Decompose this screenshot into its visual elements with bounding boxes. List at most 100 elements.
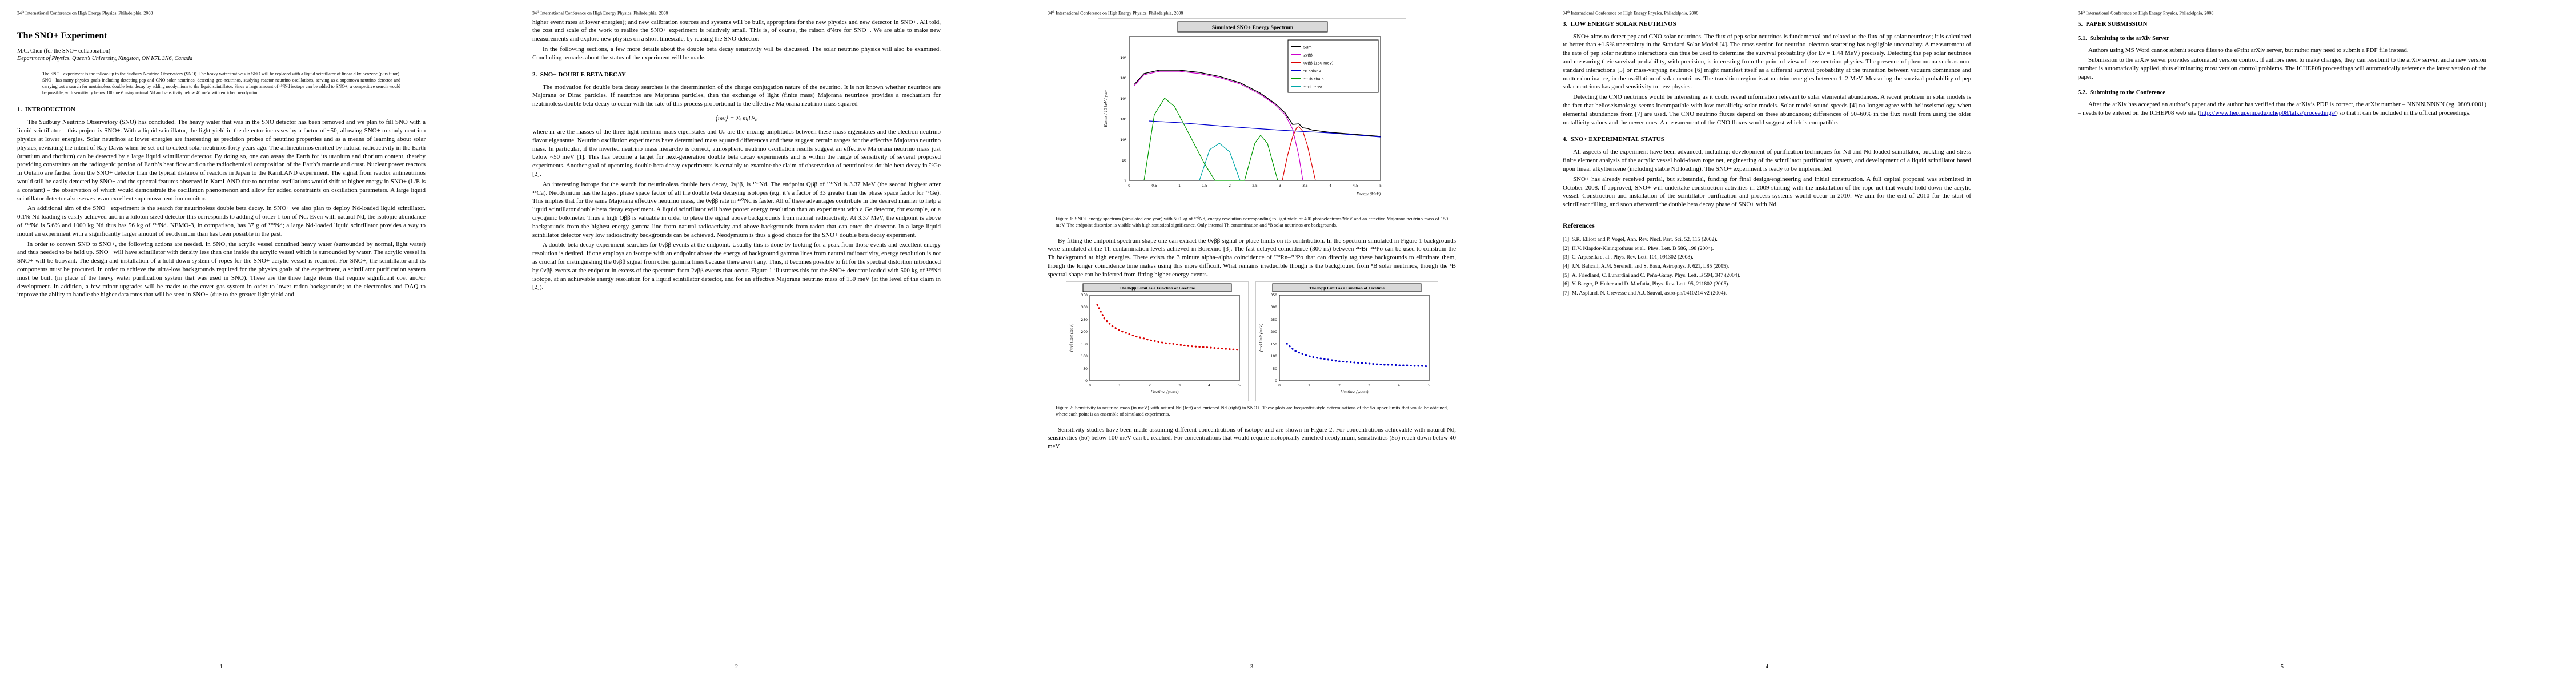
- x-tick: 2: [1149, 384, 1151, 388]
- y-tick: 100: [1270, 354, 1277, 358]
- paragraph-text: After the arXiv has accepted an author’s…: [2078, 100, 2486, 116]
- sensitivity-plot-natural-nd: The 0νββ Limit as a Function of Livetime…: [1065, 281, 1249, 401]
- y-tick: 250: [1081, 318, 1088, 322]
- y-tick: 1: [1124, 179, 1126, 183]
- header-ordinal: th: [537, 10, 540, 14]
- references-heading: References: [1563, 221, 1595, 229]
- page-number: 3: [1250, 664, 1253, 670]
- y-tick: 100: [1081, 354, 1088, 358]
- x-tick: 5: [1428, 384, 1430, 388]
- x-tick: 0.5: [1151, 184, 1157, 188]
- header-number: 34: [17, 10, 22, 16]
- reference-list: [1] S.R. Elliott and P. Vogel, Ann. Rev.…: [1563, 236, 1971, 299]
- paragraph: By fitting the endpoint spectrum shape o…: [1048, 237, 1456, 278]
- reference: [6] V. Barger, P. Huber and D. Marfatia,…: [1563, 281, 1730, 288]
- paragraph: Submission to the arXiv server provides …: [2078, 57, 2486, 81]
- paragraph: Sensitivity studies have been made assum…: [1048, 426, 1456, 450]
- y-tick: 200: [1270, 330, 1277, 334]
- reference: [4] J.N. Bahcall, A.M. Serenelli and S. …: [1563, 264, 1730, 270]
- y-tick: 300: [1081, 305, 1088, 309]
- figure-1: Simulated SNO+ Energy Spectrum 1 10 10² …: [1048, 18, 1456, 212]
- section-heading-solar-neutrinos: 3. LOW ENERGY SOLAR NEUTRINOS: [1563, 20, 1676, 27]
- x-tick: 3.5: [1302, 184, 1308, 188]
- running-header: 34th International Conference on High En…: [532, 10, 1030, 16]
- series-0nubb-line: [1281, 126, 1316, 180]
- y-tick: 0: [1085, 379, 1088, 383]
- section-heading-paper-submission: 5. PAPER SUBMISSION: [2078, 20, 2148, 27]
- y-tick: 10⁵: [1120, 76, 1126, 80]
- figure-1-caption: Figure 1: SNO+ energy spectrum (simulate…: [1056, 215, 1448, 228]
- scatter-enriched-nd: [1286, 342, 1430, 368]
- figure-2: The 0νββ Limit as a Function of Livetime…: [1048, 281, 1456, 401]
- legend-label: 2νββ: [1303, 53, 1313, 57]
- y-tick: 300: [1270, 305, 1277, 309]
- series-th-chain-line: [1143, 97, 1278, 181]
- y-tick: 10³: [1120, 117, 1126, 122]
- plot-title: The 0νββ Limit as a Function of Livetime: [1119, 285, 1195, 291]
- x-tick: 3: [1279, 184, 1281, 188]
- legend-box: [1287, 39, 1378, 93]
- paragraph: A double beta decay experiment searches …: [532, 241, 941, 291]
- x-tick: 2.5: [1252, 184, 1258, 188]
- figure-2-caption: Figure 2: Sensitivity to neutrino mass (…: [1056, 404, 1448, 417]
- paragraph: After the arXiv has accepted an author’s…: [2078, 100, 2486, 118]
- paragraph: All aspects of the experiment have been …: [1563, 148, 1971, 173]
- header-text: International Conference on High Energy …: [539, 10, 668, 16]
- paragraph: The Sudbury Neutrino Observatory (SNO) h…: [17, 119, 426, 202]
- header-ordinal: th: [1567, 10, 1570, 14]
- header-text: International Conference on High Energy …: [1054, 10, 1183, 16]
- x-axis-label: Energy (MeV): [1355, 191, 1381, 196]
- author-line: M.C. Chen (for the SNO+ collaboration): [17, 47, 111, 54]
- series-b8-line: [1149, 120, 1381, 138]
- header-text: International Conference on High Energy …: [1570, 10, 1699, 16]
- series-bipo-line: [1198, 142, 1241, 180]
- reference: [3] C. Arpesella et al., Phys. Rev. Lett…: [1563, 255, 1694, 261]
- section-heading-double-beta: 2. SNO+ DOUBLE BETA DECAY: [532, 71, 626, 78]
- legend-label: ²³²Th chain: [1303, 76, 1324, 81]
- page-number: 2: [735, 664, 738, 670]
- reference: [2] H.V. Klapdor-Kleingrothaus et al., P…: [1563, 245, 1714, 252]
- subsection-heading-arxiv: 5.1. Submitting to the arXiv Server: [2078, 35, 2169, 42]
- legend-label: Sum: [1303, 45, 1312, 49]
- page-number: 5: [2281, 664, 2284, 670]
- section-heading-introduction: 1. INTRODUCTION: [17, 106, 75, 114]
- plot-frame: [1089, 295, 1239, 381]
- header-number: 34: [532, 10, 537, 16]
- page-2: 34th International Conference on High En…: [515, 0, 1030, 685]
- y-tick: 150: [1081, 342, 1088, 346]
- paragraph: SNO+ has already received partial, but s…: [1563, 175, 1971, 208]
- plot-title: Simulated SNO+ Energy Spectrum: [1211, 25, 1293, 31]
- header-number: 34: [1048, 10, 1052, 16]
- x-tick: 1: [1118, 384, 1121, 388]
- running-header: 34th International Conference on High En…: [2078, 10, 2576, 16]
- plot-title: The 0νββ Limit as a Function of Livetime: [1309, 285, 1385, 291]
- paragraph: An interesting isotope for the search fo…: [532, 180, 941, 239]
- x-tick: 1: [1308, 384, 1310, 388]
- paragraph: The motivation for double beta decay sea…: [532, 83, 941, 108]
- x-tick: 2: [1338, 384, 1341, 388]
- x-tick: 1: [1178, 184, 1181, 188]
- x-tick: 0: [1128, 184, 1130, 188]
- reference: [5] A. Friedland, C. Lunardini and C. Pe…: [1563, 272, 1740, 279]
- page-5: 34th International Conference on High En…: [2061, 0, 2576, 685]
- paragraph: Detecting the CNO neutrinos would be int…: [1563, 94, 1971, 126]
- x-tick: 0: [1278, 384, 1281, 388]
- running-header: 34th International Conference on High En…: [1563, 10, 2061, 16]
- paragraph: In the following sections, a few more de…: [532, 46, 941, 61]
- paragraph: where mᵢ are the masses of the three lig…: [532, 128, 941, 178]
- header-ordinal: th: [22, 10, 25, 14]
- header-ordinal: th: [2083, 10, 2085, 14]
- series-sum-line: [1133, 69, 1381, 137]
- page-number: 1: [220, 664, 223, 670]
- plot-frame: [1129, 36, 1381, 181]
- paragraph: In order to convert SNO to SNO+, the fol…: [17, 240, 426, 299]
- x-tick: 5: [1379, 184, 1382, 188]
- paragraph: higher event rates at lower energies); a…: [532, 18, 941, 43]
- legend-label: ²¹²Bi–²¹²Po: [1303, 84, 1322, 89]
- y-tick: 350: [1081, 293, 1088, 297]
- y-tick: 0: [1275, 379, 1277, 383]
- proceedings-link[interactable]: http://www.hep.upenn.edu/ichep08/talks/p…: [2200, 109, 2336, 116]
- page-number: 4: [1766, 664, 1768, 670]
- y-tick: 350: [1270, 293, 1277, 297]
